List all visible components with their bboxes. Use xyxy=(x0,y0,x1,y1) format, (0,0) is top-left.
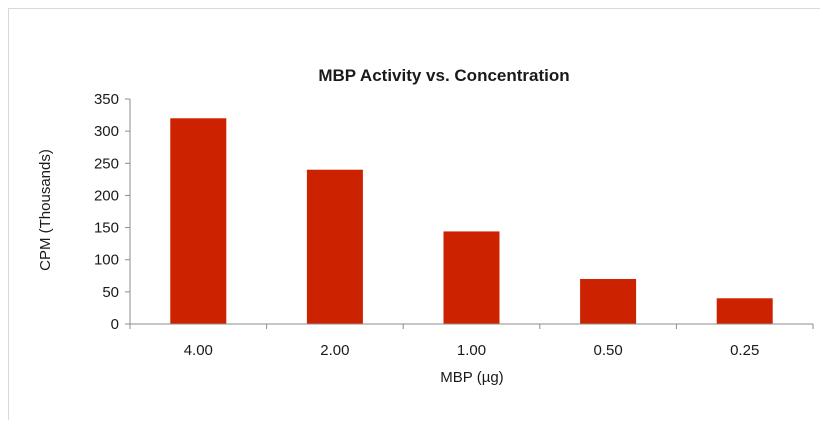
bar-4-00 xyxy=(170,118,227,325)
y-axis: 0 50 100 150 200 250 300 350 xyxy=(94,91,131,333)
bars xyxy=(170,118,773,325)
x-tick-label: 1.00 xyxy=(457,342,486,359)
x-tick-label: 2.00 xyxy=(320,342,349,359)
y-tick-label: 350 xyxy=(94,91,119,108)
x-tick-label: 0.25 xyxy=(730,342,759,359)
y-axis-label: CPM (Thousands) xyxy=(37,149,54,271)
bar-1-00 xyxy=(443,231,500,324)
y-tick-label: 50 xyxy=(102,284,119,301)
x-tick-label: 0.50 xyxy=(593,342,622,359)
bar-0-50 xyxy=(580,279,637,324)
chart-title: MBP Activity vs. Concentration xyxy=(318,66,569,85)
y-tick-label: 100 xyxy=(94,252,119,269)
y-tick-label: 0 xyxy=(111,316,119,333)
x-axis: 4.00 2.00 1.00 0.50 0.25 xyxy=(129,323,814,359)
bar-2-00 xyxy=(306,169,363,324)
x-axis-label: MBP (µg) xyxy=(440,369,503,386)
chart-frame xyxy=(8,8,820,420)
bar-0-25 xyxy=(716,298,773,324)
y-tick-label: 150 xyxy=(94,220,119,237)
y-tick-label: 300 xyxy=(94,123,119,140)
y-tick-label: 250 xyxy=(94,155,119,172)
y-tick-label: 200 xyxy=(94,187,119,204)
x-tick-label: 4.00 xyxy=(184,342,213,359)
